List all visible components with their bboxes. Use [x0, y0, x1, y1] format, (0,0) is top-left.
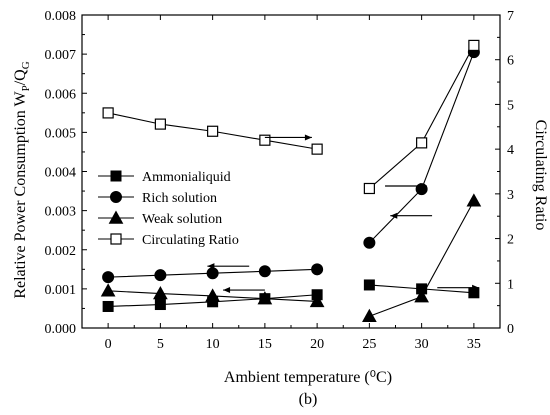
- legend-label: Circulating Ratio: [142, 233, 239, 248]
- y-right-tick-label: 1: [507, 277, 514, 292]
- axis-indicator-arrow: [437, 284, 480, 291]
- x-tick-label: 35: [467, 337, 481, 352]
- y-right-tick-label: 5: [507, 98, 514, 113]
- y-right-tick-label: 4: [507, 143, 514, 158]
- y-left-tick-label: 0.005: [45, 126, 77, 141]
- data-point: [311, 263, 324, 276]
- series-circulating-ratio: [102, 39, 480, 195]
- x-tick-label: 5: [157, 337, 164, 352]
- data-point: [416, 137, 428, 149]
- x-axis: 0 5 10 15 20 25 30 35: [105, 15, 481, 352]
- legend-entry: Weak solution: [98, 210, 222, 227]
- y-left-title-mid: /Q: [12, 69, 29, 85]
- y-left-title-sub1: P: [20, 85, 32, 91]
- annotation-layer: [207, 134, 480, 294]
- data-point: [154, 269, 167, 282]
- y-right-tick-label: 0: [507, 322, 514, 337]
- legend-label: Rich solution: [142, 191, 217, 206]
- data-point: [100, 283, 116, 297]
- y-left-tick-label: 0.002: [45, 244, 77, 259]
- legend-label: Weak solution: [142, 212, 222, 227]
- y-left-tick-label: 0.000: [45, 322, 77, 337]
- y-left-tick-label: 0.008: [45, 9, 77, 24]
- y-right-tick-label: 6: [507, 54, 514, 69]
- legend: Ammonialiquid Rich solution Weak solution C…: [98, 170, 239, 248]
- data-point: [257, 291, 273, 305]
- x-tick-label: 0: [105, 337, 112, 352]
- legend-label: Ammonialiquid: [142, 170, 231, 185]
- y-left-tick-label: 0.006: [45, 87, 77, 102]
- axis-indicator-arrow: [390, 212, 433, 219]
- y-left-tick-label: 0.001: [45, 283, 77, 298]
- series-line: [369, 45, 475, 189]
- y-left-tick-label: 0.003: [45, 205, 77, 220]
- y-axis-right-title: Circulating Ratio: [532, 120, 549, 231]
- data-point: [258, 265, 271, 278]
- data-point: [102, 300, 114, 312]
- data-point: [414, 289, 429, 303]
- data-point: [363, 236, 376, 249]
- data-point: [311, 143, 323, 155]
- data-point: [466, 193, 482, 207]
- y-axis-left: 0.000 0.001 0.002 0.003 0.004 0.005 0.006 0.007…: [45, 9, 87, 337]
- data-point: [309, 293, 325, 308]
- axis-indicator-arrow: [223, 287, 265, 294]
- axis-indicator-arrow: [264, 134, 312, 141]
- x-tick-label: 30: [415, 337, 429, 352]
- data-point: [102, 107, 114, 119]
- y-left-title-sub2: G: [20, 61, 32, 69]
- series-weak-solution: [100, 193, 482, 322]
- x-tick-label: 25: [362, 337, 376, 352]
- legend-entry: Circulating Ratio: [98, 233, 239, 248]
- data-point: [102, 271, 115, 284]
- y-right-tick-label: 2: [507, 233, 514, 248]
- legend-marker: [110, 170, 122, 182]
- y-right-tick-label: 3: [507, 188, 514, 203]
- y-axis-left-title: Relative Power Consumption WP/QG: [12, 61, 32, 298]
- x-axis-title: Ambient temperature (⁰C): [224, 369, 392, 386]
- x-tick-label: 20: [310, 337, 324, 352]
- y-axis-right: 0 1 2 3 4 5 6 7: [495, 9, 514, 337]
- x-tick-label: 15: [258, 337, 272, 352]
- x-tick-label: 10: [206, 337, 220, 352]
- figure-caption: (b): [299, 391, 318, 408]
- data-point: [205, 288, 220, 302]
- y-right-tick-label: 7: [507, 9, 514, 24]
- legend-marker: [108, 210, 124, 224]
- legend-entry: Ammonialiquid: [98, 170, 231, 185]
- data-point: [362, 308, 377, 322]
- y-left-tick-label: 0.007: [45, 48, 77, 63]
- data-point: [207, 125, 219, 137]
- axis-indicator-arrow: [385, 182, 427, 189]
- data-point: [363, 279, 375, 291]
- data-point: [259, 134, 271, 146]
- axis-indicator-arrow: [207, 263, 250, 270]
- legend-marker: [110, 233, 122, 245]
- legend-marker: [110, 191, 122, 203]
- data-point: [154, 299, 166, 311]
- data-point: [468, 39, 480, 52]
- legend-entry: Rich solution: [98, 191, 217, 206]
- y-left-title-main: Relative Power Consumption W: [12, 91, 29, 299]
- data-point: [154, 118, 166, 130]
- y-left-tick-label: 0.004: [45, 166, 77, 181]
- data-point: [153, 286, 168, 300]
- data-point: [363, 182, 375, 195]
- data-point: [206, 267, 219, 280]
